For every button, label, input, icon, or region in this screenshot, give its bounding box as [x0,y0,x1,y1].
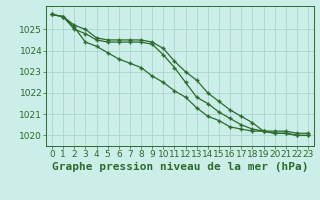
X-axis label: Graphe pression niveau de la mer (hPa): Graphe pression niveau de la mer (hPa) [52,162,308,172]
